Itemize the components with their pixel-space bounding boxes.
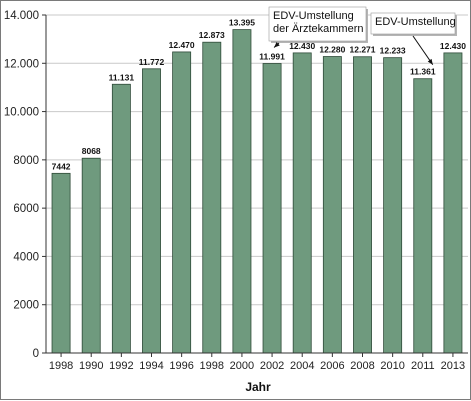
x-tick-label: 2004 [290, 360, 314, 372]
data-label: 12.271 [350, 45, 376, 55]
y-tick-label: 0 [33, 348, 39, 360]
y-tick-label: 4000 [13, 251, 39, 263]
bar [111, 83, 131, 354]
bar [202, 41, 222, 354]
x-tick-label: 2006 [320, 360, 344, 372]
x-tick-label: 2008 [350, 360, 374, 372]
bar [142, 68, 161, 354]
data-label: 12.430 [289, 41, 315, 51]
y-tick-label: 12.000 [4, 58, 39, 70]
data-label: 12.873 [199, 30, 225, 40]
data-labels: 7442 8068 11.131 11.772 12.470 12.873 13.395 11… [52, 18, 467, 172]
annotation-arrow [412, 35, 434, 65]
data-label: 11.361 [410, 67, 436, 77]
y-tick-label: 14.000 [4, 10, 39, 22]
x-tick-label: 1998 [49, 360, 73, 372]
x-tick-label: 1990 [79, 360, 103, 372]
bar [353, 56, 372, 354]
bar [413, 78, 433, 354]
data-label: 12.233 [380, 46, 406, 56]
x-tick-label: 1992 [109, 360, 133, 372]
annotation: EDV-Umstellung [370, 12, 457, 65]
y-axis-ticks: 0 2000 4000 6000 8000 10.000 12.000 14.000 [4, 10, 46, 360]
x-tick-label: 1996 [169, 360, 193, 372]
annotation-box [370, 12, 456, 35]
annotation-text: der Ärztekammern [273, 23, 363, 35]
data-label: 8068 [82, 146, 101, 156]
bar [383, 57, 403, 354]
annotation-text: EDV-Umstellung [273, 10, 354, 22]
data-label: 12.470 [169, 40, 195, 50]
annotation-arrowhead [274, 42, 280, 48]
bar [172, 51, 192, 354]
bar [81, 157, 101, 354]
annotation-box [268, 6, 367, 42]
data-label: 13.395 [229, 18, 255, 28]
data-label: 7442 [52, 161, 71, 171]
data-label: 12.430 [440, 41, 466, 51]
x-axis-ticks: 1998 1990 1992 1994 1996 1998 2000 2002 2004 2006… [49, 353, 465, 372]
axes [45, 15, 468, 354]
bar [262, 63, 282, 354]
x-axis-label: Jahr [245, 380, 271, 394]
grid-lines [46, 14, 468, 306]
data-label: 12.280 [319, 45, 345, 55]
x-tick-label: 1994 [139, 360, 163, 372]
data-label: 11.131 [109, 72, 135, 82]
bar [322, 56, 342, 354]
data-label: 11.991 [259, 52, 285, 62]
x-tick-label: 2000 [230, 360, 254, 372]
y-tick-label: 8000 [13, 155, 39, 167]
y-tick-label: 2000 [13, 300, 39, 312]
y-tick-label: 10.000 [4, 107, 39, 119]
x-tick-label: 2010 [380, 360, 404, 372]
x-tick-label: 2011 [411, 360, 435, 372]
x-tick-label: 2013 [441, 360, 465, 372]
bar [292, 52, 312, 354]
data-label: 11.772 [139, 57, 165, 67]
y-tick-label: 6000 [13, 203, 39, 215]
bar [51, 172, 71, 354]
annotation-arrowhead [427, 58, 433, 65]
bar [232, 29, 252, 354]
annotation-text: EDV-Umstellung [375, 16, 456, 28]
bar [443, 52, 463, 354]
x-tick-label: 1998 [200, 360, 224, 372]
x-tick-label: 2002 [260, 360, 284, 372]
